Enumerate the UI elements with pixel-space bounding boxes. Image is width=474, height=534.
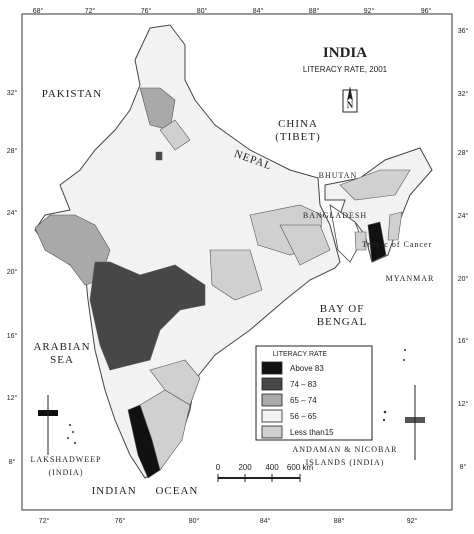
graticule-label: 96°: [421, 7, 432, 15]
island: [382, 418, 386, 422]
graticule-label: 76°: [141, 7, 152, 15]
graticule-label: 92°: [407, 517, 418, 525]
graticule-label: 24°: [458, 212, 469, 220]
region: [149, 359, 201, 406]
legend-swatch: [261, 377, 283, 391]
graticule-label: 16°: [7, 332, 18, 340]
region: [279, 224, 331, 266]
place-label: ARABIAN: [33, 341, 90, 353]
compass: N: [342, 86, 358, 113]
islands: [67, 349, 406, 444]
graticule-label: 32°: [458, 90, 469, 98]
legend-label: Less than15: [290, 428, 334, 437]
place-label: (TIBET): [275, 131, 320, 143]
legend-swatch: [261, 393, 283, 407]
bangladesh: [329, 204, 363, 263]
place-label: Tropic of Cancer: [362, 240, 432, 249]
graticule-label: 88°: [309, 7, 320, 15]
legend-swatch: [261, 361, 283, 375]
place-label: ISLANDS (INDIA): [306, 458, 385, 467]
regions: [34, 87, 411, 479]
legend-label: Above 83: [290, 364, 324, 373]
region: [139, 87, 176, 131]
island: [74, 442, 76, 444]
place-label: MYANMAR: [386, 274, 435, 283]
graticule-label: 76°: [115, 517, 126, 525]
graticule-label: 12°: [7, 394, 18, 402]
place-label: PAKISTAN: [42, 88, 103, 100]
legend-label: 56 – 65: [290, 412, 317, 421]
island: [404, 349, 406, 351]
place-label: BENGAL: [317, 316, 368, 328]
graticule-label: 72°: [85, 7, 96, 15]
region: [354, 231, 367, 251]
place-label: SEA: [50, 354, 74, 366]
place-label: LAKSHADWEEP: [31, 455, 102, 464]
graticule-label: 68°: [33, 7, 44, 15]
graticule-label: 20°: [7, 268, 18, 276]
map-subtitle: LITERACY RATE, 2001: [303, 65, 388, 74]
graticule-label: 84°: [253, 7, 264, 15]
graticule-label: 80°: [197, 7, 208, 15]
place-label: BANGLADESH: [303, 211, 367, 220]
graticule-label: 92°: [364, 7, 375, 15]
graticule-label: 8°: [9, 458, 16, 466]
place-label: (INDIA): [49, 468, 84, 477]
map-title: INDIA: [323, 45, 367, 61]
map-frame: [21, 13, 453, 511]
region: [209, 249, 263, 301]
region: [159, 119, 191, 151]
graticule-label: 12°: [458, 400, 469, 408]
legend-label: 74 – 83: [290, 380, 317, 389]
graticule-label: 28°: [7, 147, 18, 155]
scale-label: 600 km: [287, 463, 314, 472]
scale-label: 0: [216, 463, 221, 472]
island: [72, 431, 74, 433]
scale-label: 200: [238, 463, 252, 472]
island: [69, 424, 71, 426]
island: [383, 410, 387, 414]
place-label: CHINA: [278, 118, 318, 130]
graticule-label: 8°: [460, 463, 467, 471]
graticule-label: 32°: [7, 89, 18, 97]
region: [387, 211, 403, 241]
place-label: ANDAMAN & NICOBAR: [292, 445, 397, 454]
region: [155, 151, 163, 161]
region: [367, 221, 387, 263]
graticule-label: 80°: [189, 517, 200, 525]
island: [67, 437, 69, 439]
place-label: INDIAN OCEAN: [92, 485, 199, 497]
graticule-label: 84°: [260, 517, 271, 525]
graticule-label: 20°: [458, 275, 469, 283]
legend-title: LITERACY RATE: [273, 351, 328, 358]
legend-label: 65 – 74: [290, 396, 317, 405]
place-label: BHUTAN: [319, 171, 358, 180]
graticule-label: 24°: [7, 209, 18, 217]
place-label: BAY OF: [320, 303, 365, 315]
north-label: N: [347, 100, 354, 110]
graticule-label: 28°: [458, 149, 469, 157]
scale-label: 400: [265, 463, 279, 472]
legend: Above 83 74 – 83 65 – 74 56 – 65 Less than15: [261, 361, 334, 439]
legend-swatch: [261, 425, 283, 439]
graticule-label: 36°: [458, 27, 469, 35]
graticule-label: 16°: [458, 337, 469, 345]
region: [339, 169, 411, 201]
region: [127, 404, 161, 479]
graticule-label: 72°: [39, 517, 50, 525]
island: [403, 359, 405, 361]
graticule-label: 88°: [334, 517, 345, 525]
region: [89, 261, 206, 371]
legend-swatch: [261, 409, 283, 423]
compass-arrow: [347, 86, 353, 101]
